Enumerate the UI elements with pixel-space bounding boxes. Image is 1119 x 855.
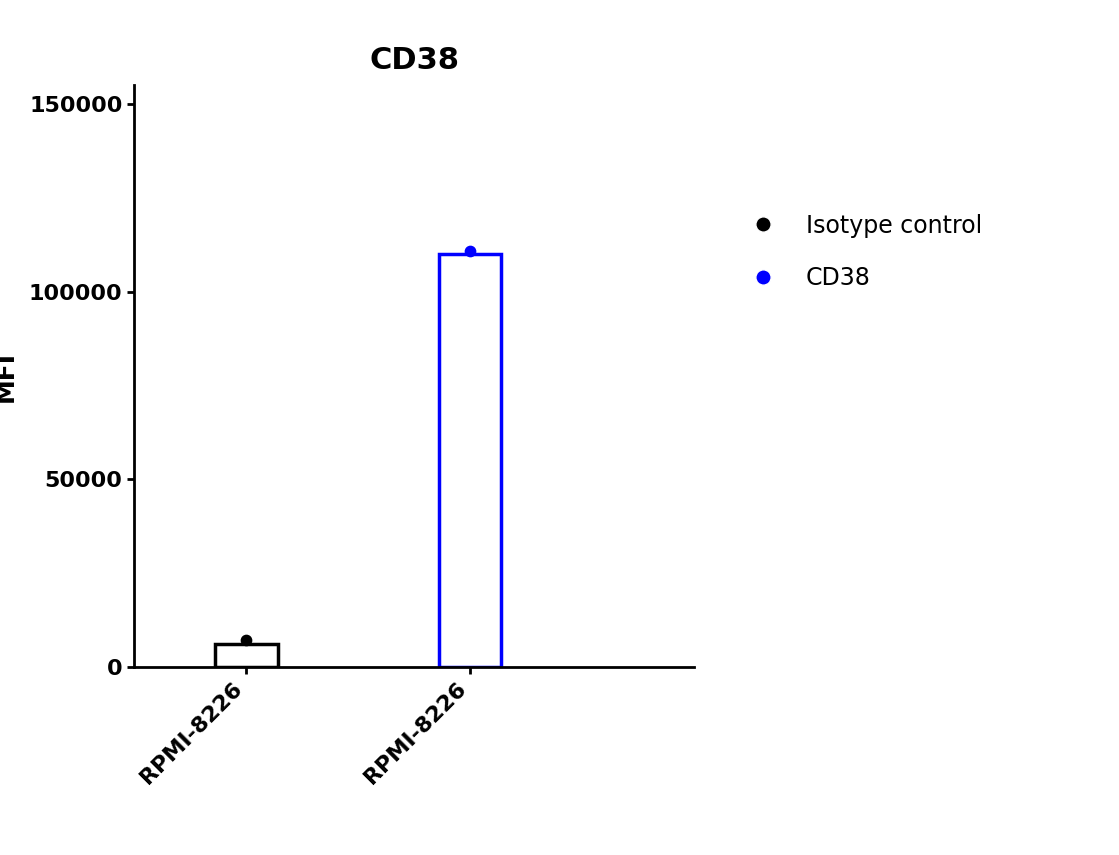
Bar [215,645,278,667]
Legend: Isotype control, CD38: Isotype control, CD38 [728,202,994,302]
Point [461,244,479,257]
Bar [439,254,501,667]
Y-axis label: MFI: MFI [0,351,18,402]
Title: CD38: CD38 [369,46,459,75]
Point [237,633,255,646]
